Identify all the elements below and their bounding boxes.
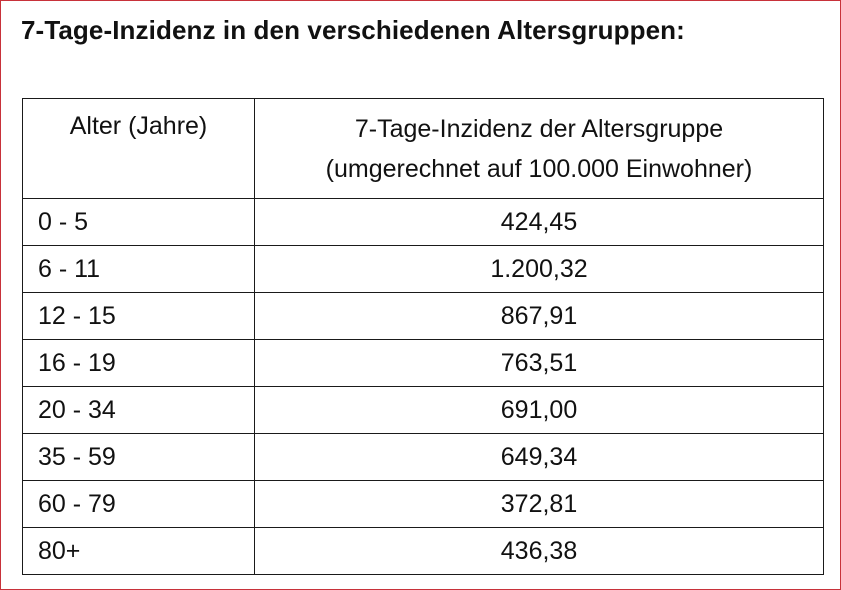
- table-row: 35 - 59 649,34: [22, 433, 824, 481]
- incidence-table: Alter (Jahre) 7-Tage-Inzidenz der Alters…: [22, 98, 824, 575]
- age-group-cell: 80+: [22, 527, 255, 575]
- header-incidence: 7-Tage-Inzidenz der Altersgruppe (umgere…: [254, 98, 824, 199]
- header-incidence-line1: 7-Tage-Inzidenz der Altersgruppe: [354, 115, 724, 143]
- table-row: 20 - 34 691,00: [22, 386, 824, 434]
- table-row: 80+ 436,38: [22, 527, 824, 575]
- table-row: 12 - 15 867,91: [22, 292, 824, 340]
- incidence-value-cell: 867,91: [254, 292, 824, 340]
- incidence-value-cell: 763,51: [254, 339, 824, 387]
- table-header: Alter (Jahre) 7-Tage-Inzidenz der Alters…: [22, 98, 824, 199]
- header-age: Alter (Jahre): [22, 98, 255, 199]
- header-row: Alter (Jahre) 7-Tage-Inzidenz der Alters…: [22, 98, 824, 199]
- incidence-value-cell: 436,38: [254, 527, 824, 575]
- incidence-value-cell: 1.200,32: [254, 245, 824, 293]
- header-incidence-line2: (umgerechnet auf 100.000 Einwohner): [325, 155, 753, 183]
- incidence-value-cell: 691,00: [254, 386, 824, 434]
- incidence-value-cell: 372,81: [254, 480, 824, 528]
- table-row: 6 - 11 1.200,32: [22, 245, 824, 293]
- age-group-cell: 35 - 59: [22, 433, 255, 481]
- age-group-cell: 60 - 79: [22, 480, 255, 528]
- age-group-cell: 0 - 5: [22, 198, 255, 246]
- table-row: 0 - 5 424,45: [22, 198, 824, 246]
- table-body: 0 - 5 424,45 6 - 11 1.200,32 12 - 15 867…: [22, 198, 824, 575]
- age-group-cell: 12 - 15: [22, 292, 255, 340]
- table-row: 16 - 19 763,51: [22, 339, 824, 387]
- incidence-value-cell: 649,34: [254, 433, 824, 481]
- age-group-cell: 6 - 11: [22, 245, 255, 293]
- table-row: 60 - 79 372,81: [22, 480, 824, 528]
- age-group-cell: 16 - 19: [22, 339, 255, 387]
- age-group-cell: 20 - 34: [22, 386, 255, 434]
- page-title: 7-Tage-Inzidenz in den verschiedenen Alt…: [21, 15, 685, 45]
- incidence-value-cell: 424,45: [254, 198, 824, 246]
